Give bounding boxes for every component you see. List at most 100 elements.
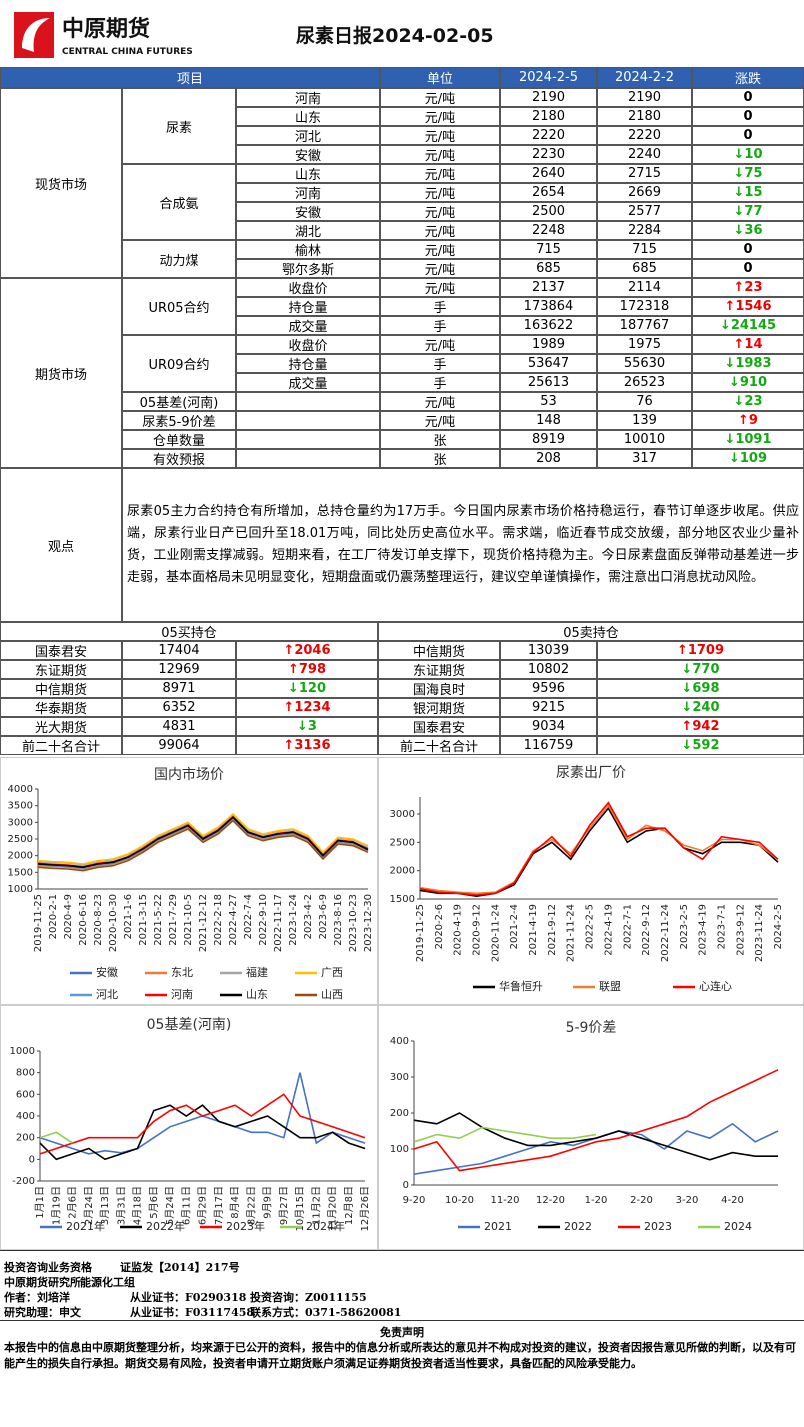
series-line bbox=[413, 1112, 778, 1161]
series-line bbox=[37, 816, 369, 869]
x-tick-label: 2021-4-19 bbox=[528, 904, 539, 956]
change: ↓77 bbox=[692, 202, 804, 221]
y-tick-label: 200 bbox=[16, 1133, 35, 1144]
group-label: 仓单数量 bbox=[122, 430, 236, 449]
y-tick-label: 2000 bbox=[8, 851, 33, 862]
footer-text: 从业证书：F0290318 bbox=[130, 1291, 247, 1304]
volume: 9215 bbox=[500, 698, 597, 717]
footer-text: 中原期货研究所 bbox=[4, 1276, 81, 1289]
legend-label: 东北 bbox=[171, 966, 193, 979]
group-label: 有效预报 bbox=[122, 449, 236, 468]
x-tick-label: 12-20 bbox=[536, 1195, 565, 1206]
group-label: 05基差(河南) bbox=[122, 392, 236, 411]
series-line bbox=[39, 1072, 366, 1155]
y-tick-label: 1500 bbox=[390, 894, 415, 905]
unit: 张 bbox=[380, 449, 500, 468]
current-value: 53 bbox=[500, 392, 597, 411]
x-tick-label: 2022-4-27 bbox=[228, 894, 239, 946]
group-label: 尿素5-9价差 bbox=[122, 411, 236, 430]
x-tick-label: 2020-4-19 bbox=[453, 904, 464, 956]
unit: 元/吨 bbox=[380, 240, 500, 259]
x-tick-label: 2020-9-12 bbox=[472, 904, 483, 956]
series-line bbox=[413, 1126, 597, 1143]
member: 光大期货 bbox=[0, 717, 122, 736]
footer-text: 研究助理：申文 bbox=[4, 1306, 81, 1319]
member: 中信期货 bbox=[0, 679, 122, 698]
item: 山东 bbox=[236, 107, 380, 126]
series-line bbox=[37, 817, 369, 870]
previous-value: 139 bbox=[597, 411, 692, 430]
legend-label: 联盟 bbox=[599, 980, 621, 993]
legend-label: 2023年 bbox=[226, 1219, 265, 1233]
x-tick-label: 2023-4-2 bbox=[303, 894, 314, 939]
y-tick-label: 0 bbox=[29, 1154, 35, 1165]
current-value: 685 bbox=[500, 259, 597, 278]
x-tick-label: 2020-10-30 bbox=[108, 894, 119, 952]
legend-label: 2021年 bbox=[66, 1219, 105, 1233]
y-tick-label: 300 bbox=[390, 1072, 409, 1083]
volume: 12969 bbox=[122, 660, 236, 679]
current-value: 2640 bbox=[500, 164, 597, 183]
y-tick-label: 3000 bbox=[8, 817, 33, 828]
item: 收盘价 bbox=[236, 335, 380, 354]
current-value: 53647 bbox=[500, 354, 597, 373]
change: ↓10 bbox=[692, 145, 804, 164]
unit: 元/吨 bbox=[380, 221, 500, 240]
current-value: 2137 bbox=[500, 278, 597, 297]
group-label: 合成氨 bbox=[122, 164, 236, 240]
current-value: 2230 bbox=[500, 145, 597, 164]
chart-frame bbox=[378, 1005, 804, 1250]
previous-value: 317 bbox=[597, 449, 692, 468]
change: ↑798 bbox=[236, 660, 378, 679]
x-tick-label: 2023-8-16 bbox=[333, 894, 344, 946]
x-tick-label: 2021-1-6 bbox=[123, 894, 134, 939]
y-tick-label: 600 bbox=[16, 1089, 35, 1100]
x-tick-label: 2019-11-25 bbox=[415, 904, 426, 962]
current-value: 2248 bbox=[500, 221, 597, 240]
item: 山东 bbox=[236, 164, 380, 183]
x-tick-label: 10-20 bbox=[445, 1195, 474, 1206]
chart: 尿素出厂价 1500 2000 2500 3000 2019-11-25 2020-2-6 2… bbox=[378, 757, 804, 1005]
sell-title: 05卖持仓 bbox=[378, 622, 804, 641]
unit: 元/吨 bbox=[380, 164, 500, 183]
change: ↓75 bbox=[692, 164, 804, 183]
legend-label: 心连心 bbox=[699, 980, 732, 993]
item: 榆林 bbox=[236, 240, 380, 259]
item: 收盘价 bbox=[236, 278, 380, 297]
y-tick-label: 800 bbox=[16, 1068, 35, 1079]
change: 0 bbox=[692, 240, 804, 259]
x-tick-label: 5月6日 bbox=[148, 1186, 160, 1219]
volume: 4831 bbox=[122, 717, 236, 736]
chart-frame bbox=[0, 757, 378, 1005]
previous-value: 10010 bbox=[597, 430, 692, 449]
legend-label: 2021 bbox=[484, 1220, 512, 1233]
member: 中信期货 bbox=[378, 641, 500, 660]
logo-en: CENTRAL CHINA FUTURES bbox=[62, 47, 193, 57]
change: 0 bbox=[692, 107, 804, 126]
x-tick-label: 2022-7-1 bbox=[622, 904, 633, 949]
unit: 手 bbox=[380, 297, 500, 316]
member: 华泰期货 bbox=[0, 698, 122, 717]
footer-text: 从业证书：F03117458 bbox=[130, 1306, 255, 1319]
y-tick-label: 3500 bbox=[8, 801, 33, 812]
y-tick-label: 1500 bbox=[8, 867, 33, 878]
x-tick-label: 2020-6-16 bbox=[78, 894, 89, 946]
member: 国泰君安 bbox=[0, 641, 122, 660]
change: ↑1234 bbox=[236, 698, 378, 717]
x-tick-label: 2020-8-23 bbox=[93, 894, 104, 946]
previous-value: 2669 bbox=[597, 183, 692, 202]
x-tick-label: 6月11日 bbox=[180, 1186, 192, 1225]
previous-value: 55630 bbox=[597, 354, 692, 373]
disclaimer: 本报告中的信息由中原期货整理分析，均来源于已公开的资料，报告中的信息分析或所表达… bbox=[4, 1341, 796, 1370]
x-tick-label: 7月17日 bbox=[213, 1186, 225, 1225]
empty-cell bbox=[236, 411, 380, 430]
unit: 手 bbox=[380, 354, 500, 373]
column-header: 2024-2-2 bbox=[597, 67, 692, 88]
footer-text: 联系方式：0371-58620081 bbox=[250, 1306, 402, 1319]
current-value: 715 bbox=[500, 240, 597, 259]
change: ↑1709 bbox=[597, 641, 804, 660]
change: 0 bbox=[692, 88, 804, 107]
y-tick-label: -200 bbox=[12, 1176, 35, 1187]
item: 河南 bbox=[236, 88, 380, 107]
column-header: 2024-2-5 bbox=[500, 67, 597, 88]
